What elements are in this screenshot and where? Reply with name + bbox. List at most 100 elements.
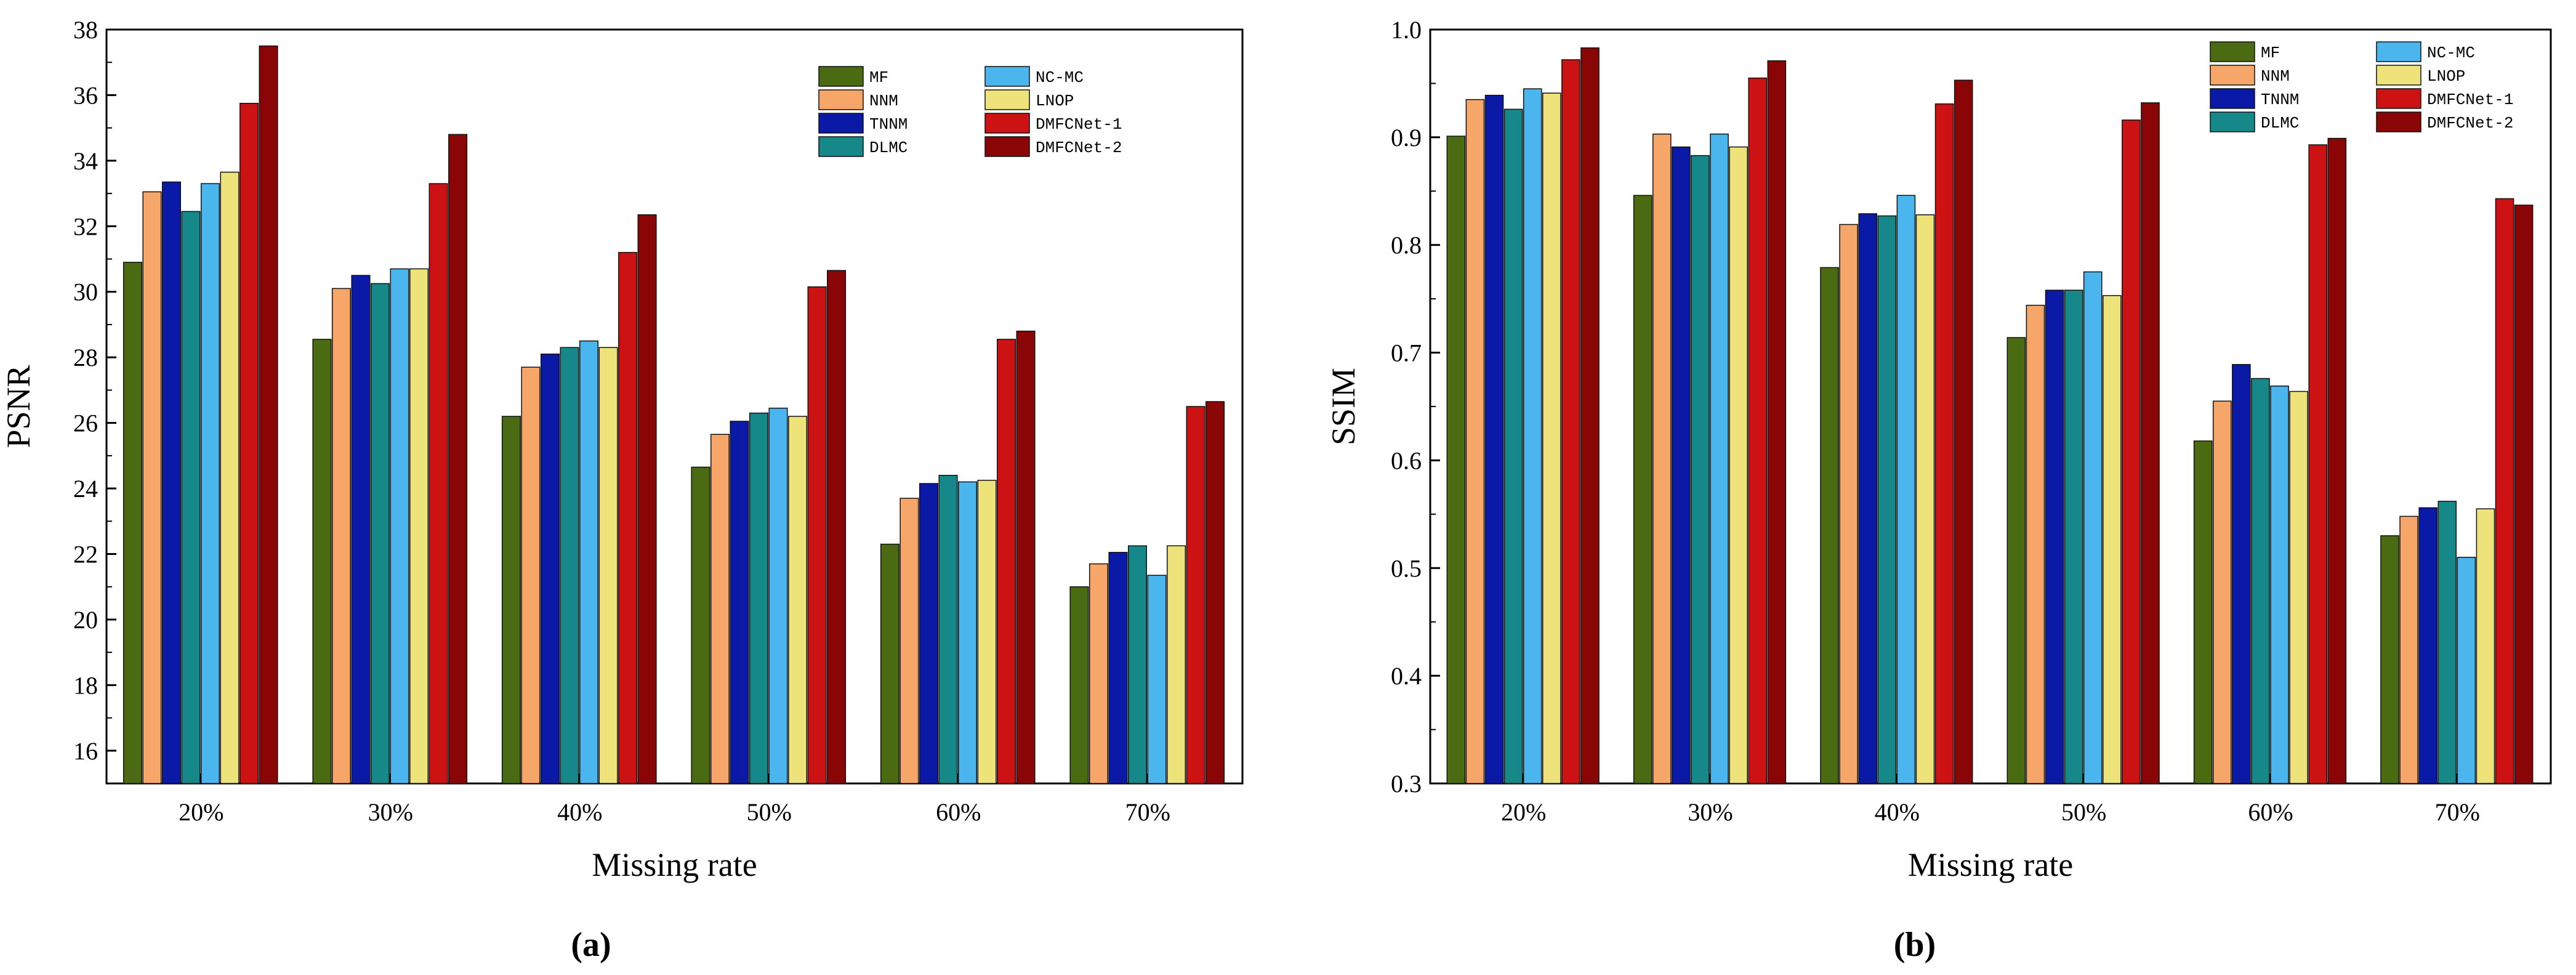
- bar-dlmc-50pct: [2064, 289, 2083, 784]
- legend-label-dmfcnet-1: DMFCNet-1: [2427, 91, 2513, 109]
- bar-dmfcnet-2-60pct: [1016, 330, 1036, 784]
- bar-lnop-30pct: [409, 268, 429, 784]
- legend-label-lnop: LNOP: [2427, 67, 2465, 86]
- panel-label: (b): [1894, 926, 1936, 964]
- bar-dmfcnet-2-50pct: [2141, 102, 2160, 784]
- bar-dlmc-50pct: [749, 412, 768, 784]
- legend-swatch-mf: [2210, 41, 2255, 62]
- legend-label-nnm: NNM: [869, 92, 898, 110]
- x-tick-label: 40%: [557, 798, 602, 826]
- bar-mf-70pct: [1069, 586, 1089, 784]
- legend-label-nc-mc: NC-MC: [2427, 44, 2475, 62]
- bar-dlmc-60pct: [2251, 378, 2270, 784]
- legend-swatch-nnm: [818, 89, 864, 110]
- bar-lnop-50pct: [2103, 295, 2122, 784]
- y-tick-label: 0.8: [1391, 232, 1422, 259]
- bar-lnop-20pct: [1542, 92, 1561, 784]
- bar-dmfcnet-2-50pct: [827, 270, 847, 784]
- bar-dmfcnet-1-30pct: [429, 183, 448, 784]
- bar-tnnm-60pct: [2232, 364, 2251, 784]
- legend-swatch-dmfcnet-1: [984, 113, 1030, 134]
- x-tick-label: 70%: [2435, 798, 2480, 826]
- bar-dmfcnet-2-70pct: [1205, 401, 1225, 784]
- x-tick-label: 50%: [2061, 798, 2106, 826]
- legend-label-dlmc: DLMC: [869, 139, 908, 157]
- legend: MF NC-MC NNM LNOP TNNM DMFCNet-1 DLMC DMFCNet-2: [2210, 41, 2513, 132]
- x-tick-label: 60%: [2248, 798, 2293, 826]
- bar-mf-20pct: [123, 262, 142, 784]
- bar-nc-mc-60pct: [958, 481, 978, 784]
- bar-nc-mc-50pct: [2083, 271, 2103, 784]
- y-tick-label: 38: [73, 16, 98, 44]
- bar-mf-60pct: [2193, 440, 2213, 784]
- x-tick-label: 60%: [936, 798, 981, 826]
- bar-tnnm-70pct: [2418, 507, 2437, 784]
- legend-swatch-dmfcnet-2: [2376, 111, 2421, 132]
- y-tick-label: 32: [73, 212, 98, 240]
- bar-mf-30pct: [312, 339, 332, 784]
- x-tick-label: 30%: [1688, 798, 1733, 826]
- legend-swatch-dlmc: [818, 136, 864, 157]
- bar-dmfcnet-2-20pct: [259, 45, 278, 784]
- y-tick-label: 0.4: [1391, 662, 1422, 690]
- bar-nnm-50pct: [2026, 304, 2045, 784]
- plot-frame: [105, 28, 1244, 785]
- bar-nnm-40pct: [521, 366, 541, 784]
- legend-swatch-lnop: [984, 89, 1030, 110]
- bar-nc-mc-30pct: [1710, 133, 1729, 784]
- bar-tnnm-40pct: [1858, 213, 1877, 784]
- bar-dmfcnet-2-60pct: [2327, 137, 2347, 784]
- bar-dlmc-70pct: [2437, 501, 2457, 784]
- legend-swatch-dlmc: [2210, 111, 2255, 132]
- bar-nnm-30pct: [1652, 133, 1672, 784]
- bar-dmfcnet-2-70pct: [2514, 204, 2534, 784]
- bar-tnnm-70pct: [1108, 552, 1128, 784]
- bar-nc-mc-60pct: [2270, 386, 2289, 784]
- legend-label-lnop: LNOP: [1036, 92, 1074, 110]
- bar-nc-mc-30pct: [390, 268, 409, 784]
- chart-panel-ssim: 0.3 0.4 0.5 0.6 0.7 0.8 0.9 1.0 20% 30% 40% 50% 60% 7…: [1325, 16, 2552, 964]
- x-tick-label: 50%: [747, 798, 792, 826]
- chart-panel-psnr: 16 18 20 22 24 26 28 30 32 34 36 38 20% 30% 40% 50% 60% 7…: [0, 16, 1244, 964]
- legend-swatch-nc-mc: [2376, 41, 2421, 62]
- bar-nnm-70pct: [1089, 563, 1108, 784]
- bar-dmfcnet-2-30pct: [448, 134, 468, 784]
- bar-lnop-40pct: [1915, 214, 1935, 784]
- bar-nc-mc-40pct: [579, 340, 599, 784]
- bar-nc-mc-50pct: [768, 407, 788, 784]
- bar-mf-30pct: [1633, 195, 1652, 784]
- legend-label-mf: MF: [2261, 44, 2280, 62]
- bar-mf-20pct: [1446, 136, 1466, 784]
- legend-label-dlmc: DLMC: [2261, 114, 2299, 132]
- bar-dmfcnet-1-50pct: [2122, 119, 2141, 784]
- y-tick-label: 26: [73, 410, 98, 437]
- y-tick-label: 36: [73, 81, 98, 109]
- y-axis-title: SSIM: [1325, 368, 1362, 445]
- legend-label-dmfcnet-2: DMFCNet-2: [1036, 139, 1122, 157]
- legend-label-nnm: NNM: [2261, 67, 2290, 86]
- bar-mf-50pct: [691, 466, 710, 784]
- bar-tnnm-50pct: [2045, 289, 2064, 784]
- x-tick-label: 20%: [1501, 798, 1546, 826]
- bar-mf-60pct: [880, 543, 900, 784]
- bar-tnnm-30pct: [1672, 146, 1691, 784]
- bar-dlmc-20pct: [181, 211, 201, 784]
- bar-dlmc-60pct: [938, 475, 958, 784]
- bar-nnm-20pct: [142, 191, 162, 784]
- legend-swatch-tnnm: [818, 113, 864, 134]
- bar-dmfcnet-1-50pct: [807, 286, 827, 784]
- bar-nc-mc-70pct: [1147, 575, 1167, 784]
- y-tick-label: 20: [73, 606, 98, 634]
- bar-dmfcnet-1-70pct: [2495, 198, 2514, 784]
- legend-label-tnnm: TNNM: [2261, 91, 2299, 109]
- bar-dmfcnet-1-20pct: [1561, 59, 1580, 784]
- panel-label: (a): [571, 926, 611, 964]
- x-axis-title: Missing rate: [592, 846, 757, 883]
- x-axis-title: Missing rate: [1908, 846, 2073, 883]
- bar-dlmc-40pct: [560, 347, 579, 784]
- legend-swatch-dmfcnet-2: [984, 136, 1030, 157]
- bar-dlmc-70pct: [1127, 545, 1147, 784]
- bar-nc-mc-70pct: [2457, 557, 2476, 784]
- legend-swatch-lnop: [2376, 65, 2421, 86]
- bar-nnm-40pct: [1839, 224, 1858, 784]
